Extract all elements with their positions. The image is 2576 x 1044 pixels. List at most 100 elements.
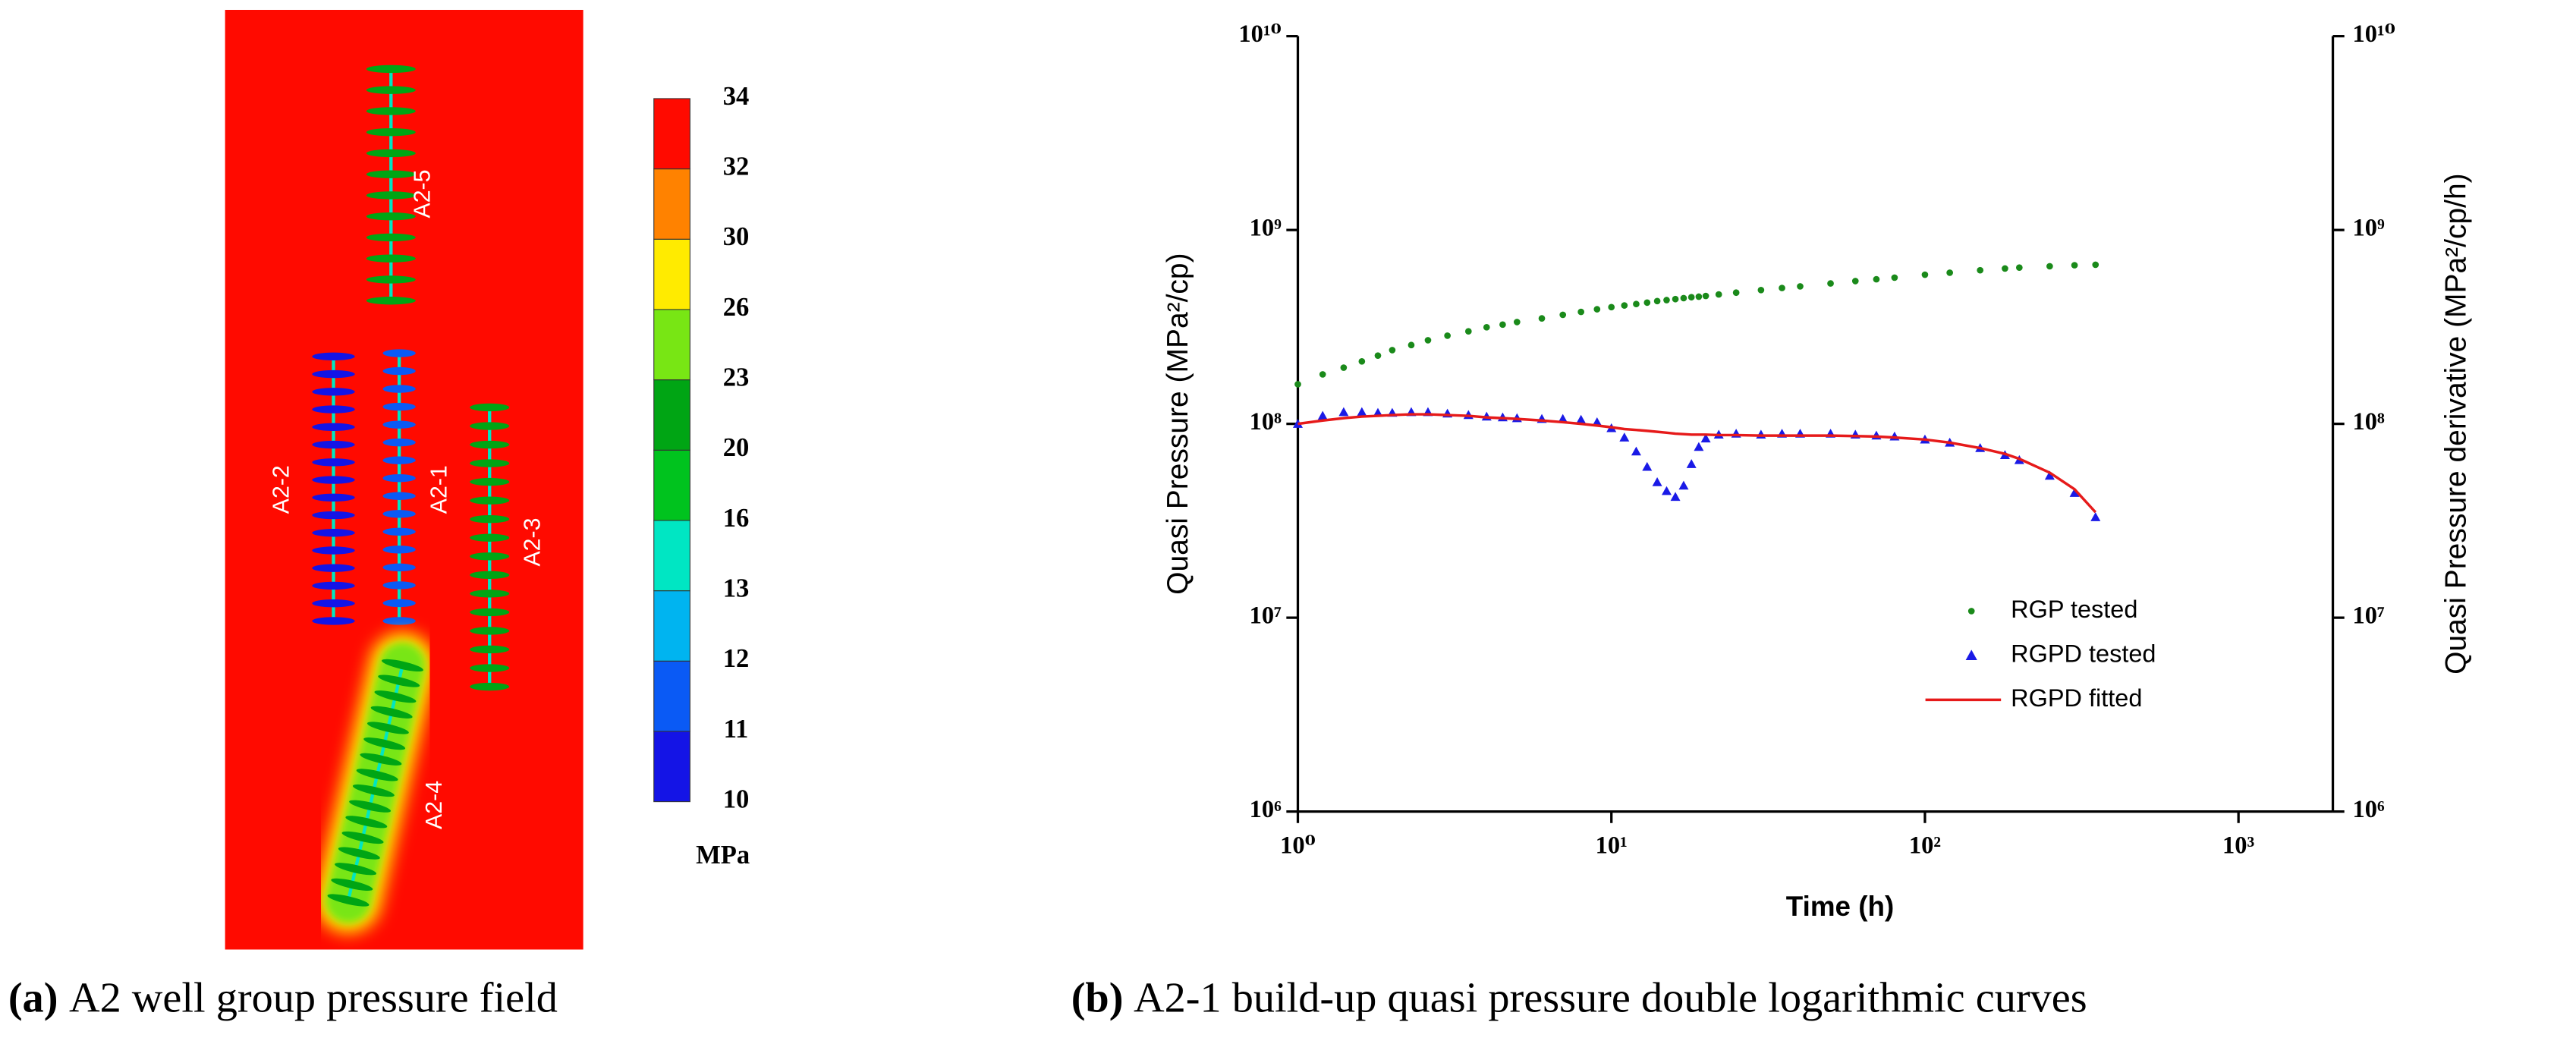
well: A2-2 bbox=[269, 323, 366, 654]
fracture bbox=[470, 477, 510, 486]
point bbox=[1687, 294, 1695, 301]
point bbox=[2002, 265, 2008, 272]
y-tick-label: 10⁶ bbox=[1250, 796, 1282, 823]
fracture bbox=[312, 388, 355, 396]
point bbox=[1631, 446, 1641, 456]
point bbox=[1732, 289, 1740, 297]
point bbox=[2090, 512, 2101, 521]
fracture bbox=[327, 894, 370, 907]
colorbar-tick-label: 10 bbox=[723, 785, 750, 814]
well: A2-1 bbox=[371, 325, 451, 649]
x-tick-label: 10² bbox=[1909, 832, 1941, 860]
fracture bbox=[470, 440, 510, 449]
fracture bbox=[382, 385, 416, 393]
colorbar-tick-label: 26 bbox=[723, 293, 750, 322]
x-tick-label: 10³ bbox=[2222, 832, 2254, 860]
fracture bbox=[341, 831, 384, 844]
fracture bbox=[470, 608, 510, 617]
fracture bbox=[312, 546, 355, 555]
fracture bbox=[382, 456, 416, 464]
point bbox=[2069, 488, 2080, 497]
fracture bbox=[312, 369, 355, 379]
fracture bbox=[366, 233, 416, 242]
point bbox=[1921, 271, 1929, 278]
fracture bbox=[382, 599, 416, 608]
point bbox=[1464, 328, 1472, 335]
fracture bbox=[312, 511, 355, 520]
point bbox=[1827, 280, 1834, 287]
point bbox=[1340, 364, 1348, 371]
fracture bbox=[366, 107, 416, 115]
point bbox=[1653, 297, 1661, 305]
point bbox=[1633, 300, 1640, 308]
point bbox=[1797, 283, 1804, 290]
colorbar-tick-label: 20 bbox=[723, 433, 750, 462]
y2-axis-label: Quasi Pressure derivative (MPa²/cp/h) bbox=[2439, 173, 2472, 675]
well-label: A2-2 bbox=[269, 465, 294, 514]
point bbox=[1871, 430, 1882, 440]
fracture bbox=[366, 254, 416, 263]
point bbox=[1577, 308, 1584, 316]
y-tick-label: 10⁸ bbox=[1250, 408, 1282, 436]
y2-tick-label: 10⁸ bbox=[2353, 408, 2385, 436]
fracture bbox=[366, 64, 416, 74]
fracture bbox=[378, 675, 420, 687]
fracture bbox=[312, 458, 355, 467]
point bbox=[1694, 442, 1704, 451]
fracture bbox=[312, 581, 355, 590]
colorbar-band bbox=[653, 309, 690, 381]
fracture bbox=[345, 816, 388, 829]
fracture bbox=[382, 510, 416, 518]
x-tick-label: 10¹ bbox=[1596, 832, 1628, 860]
colorbar-band bbox=[653, 168, 690, 240]
point bbox=[1444, 332, 1451, 339]
fracture bbox=[470, 515, 510, 524]
fracture bbox=[366, 297, 416, 305]
point bbox=[1319, 371, 1326, 378]
point bbox=[1779, 285, 1785, 291]
colorbar-tick-label: 11 bbox=[724, 715, 749, 744]
colorbar-band bbox=[653, 660, 690, 732]
fracture bbox=[312, 529, 355, 537]
colorbar-tick-label: 13 bbox=[723, 574, 750, 603]
fracture bbox=[366, 170, 416, 178]
fracture bbox=[470, 533, 510, 542]
point bbox=[1643, 299, 1651, 307]
fracture bbox=[366, 86, 416, 94]
point bbox=[2046, 263, 2053, 270]
fracture bbox=[360, 753, 402, 766]
legend-label: RGPD fitted bbox=[2011, 684, 2142, 712]
legend-marker bbox=[1965, 649, 1977, 660]
point bbox=[1558, 414, 1568, 423]
fracture bbox=[312, 352, 355, 361]
point bbox=[1499, 321, 1506, 329]
point bbox=[1661, 486, 1672, 495]
x-tick-label: 10⁰ bbox=[1280, 832, 1316, 860]
fracture bbox=[470, 590, 510, 598]
fracture bbox=[366, 722, 409, 734]
fracture bbox=[366, 275, 416, 284]
point bbox=[1700, 433, 1711, 443]
point bbox=[1695, 293, 1703, 300]
point bbox=[1621, 302, 1628, 309]
point bbox=[1663, 297, 1670, 303]
y2-tick-label: 10¹⁰ bbox=[2353, 20, 2395, 48]
point bbox=[2044, 470, 2055, 480]
colorbar-tick-label: 12 bbox=[723, 644, 750, 673]
fracture bbox=[312, 493, 355, 502]
colorbar-band bbox=[653, 98, 690, 170]
fracture bbox=[470, 496, 510, 505]
fracture bbox=[382, 659, 423, 672]
fracture bbox=[370, 706, 413, 719]
point bbox=[1608, 303, 1615, 311]
y-tick-label: 10¹⁰ bbox=[1238, 20, 1281, 48]
well: A2-5 bbox=[354, 33, 436, 337]
point bbox=[1652, 477, 1662, 486]
point bbox=[1338, 407, 1349, 417]
fracture bbox=[312, 405, 355, 414]
wellbore bbox=[346, 665, 404, 901]
point bbox=[1873, 275, 1880, 283]
fracture bbox=[382, 527, 416, 536]
fracture bbox=[312, 617, 355, 625]
